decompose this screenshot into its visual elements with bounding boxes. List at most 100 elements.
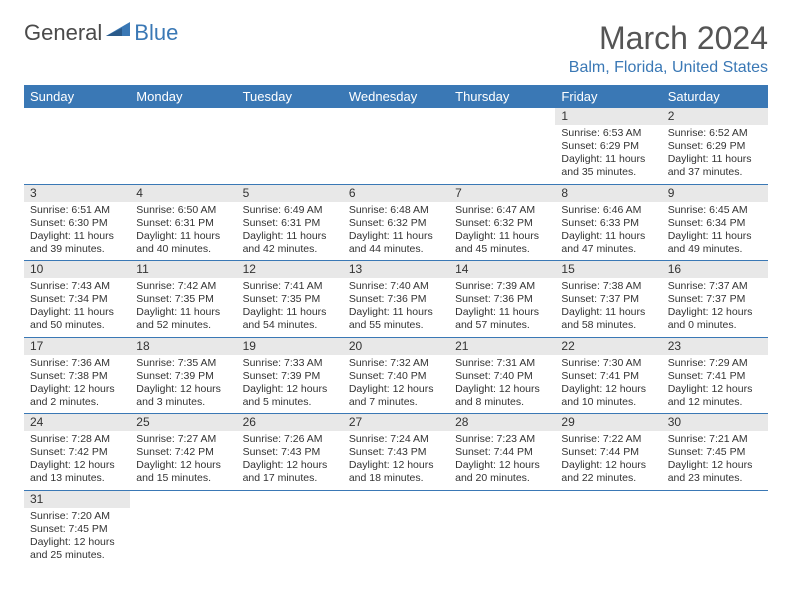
sunset-line: Sunset: 7:36 PM [455,293,549,306]
sunset-line: Sunset: 7:43 PM [349,446,443,459]
weekday-header: Thursday [449,85,555,108]
calendar-cell: 17Sunrise: 7:36 AMSunset: 7:38 PMDayligh… [24,337,130,414]
daylight-line: Daylight: 12 hours and 2 minutes. [30,383,124,409]
day-body: Sunrise: 6:51 AMSunset: 6:30 PMDaylight:… [24,202,130,261]
day-body: Sunrise: 7:22 AMSunset: 7:44 PMDaylight:… [555,431,661,490]
calendar-body: 1Sunrise: 6:53 AMSunset: 6:29 PMDaylight… [24,108,768,566]
calendar-cell: 24Sunrise: 7:28 AMSunset: 7:42 PMDayligh… [24,414,130,491]
day-body: Sunrise: 7:32 AMSunset: 7:40 PMDaylight:… [343,355,449,414]
sunset-line: Sunset: 6:33 PM [561,217,655,230]
day-number: 11 [130,261,236,278]
day-body: Sunrise: 7:41 AMSunset: 7:35 PMDaylight:… [237,278,343,337]
daylight-line: Daylight: 11 hours and 49 minutes. [668,230,762,256]
day-body: Sunrise: 7:37 AMSunset: 7:37 PMDaylight:… [662,278,768,337]
sunset-line: Sunset: 7:36 PM [349,293,443,306]
day-body: Sunrise: 7:42 AMSunset: 7:35 PMDaylight:… [130,278,236,337]
day-body: Sunrise: 6:46 AMSunset: 6:33 PMDaylight:… [555,202,661,261]
sunset-line: Sunset: 7:41 PM [668,370,762,383]
calendar-cell [343,490,449,566]
sunset-line: Sunset: 7:34 PM [30,293,124,306]
daylight-line: Daylight: 11 hours and 57 minutes. [455,306,549,332]
calendar-cell [662,490,768,566]
day-body: Sunrise: 7:30 AMSunset: 7:41 PMDaylight:… [555,355,661,414]
sunrise-line: Sunrise: 7:27 AM [136,433,230,446]
sunrise-line: Sunrise: 7:22 AM [561,433,655,446]
daylight-line: Daylight: 11 hours and 37 minutes. [668,153,762,179]
sunrise-line: Sunrise: 7:24 AM [349,433,443,446]
calendar-cell: 26Sunrise: 7:26 AMSunset: 7:43 PMDayligh… [237,414,343,491]
daylight-line: Daylight: 12 hours and 20 minutes. [455,459,549,485]
calendar-cell: 7Sunrise: 6:47 AMSunset: 6:32 PMDaylight… [449,184,555,261]
logo-flag-icon [106,20,132,46]
sunset-line: Sunset: 6:30 PM [30,217,124,230]
sunrise-line: Sunrise: 7:38 AM [561,280,655,293]
day-number: 27 [343,414,449,431]
sunset-line: Sunset: 7:35 PM [243,293,337,306]
sunrise-line: Sunrise: 7:35 AM [136,357,230,370]
sunrise-line: Sunrise: 7:20 AM [30,510,124,523]
sunrise-line: Sunrise: 7:41 AM [243,280,337,293]
daylight-line: Daylight: 11 hours and 35 minutes. [561,153,655,179]
day-body: Sunrise: 6:52 AMSunset: 6:29 PMDaylight:… [662,125,768,184]
sunset-line: Sunset: 6:34 PM [668,217,762,230]
header: General Blue March 2024 Balm, Florida, U… [24,20,768,77]
sunrise-line: Sunrise: 7:37 AM [668,280,762,293]
sunset-line: Sunset: 7:41 PM [561,370,655,383]
day-number: 20 [343,338,449,355]
sunset-line: Sunset: 7:40 PM [349,370,443,383]
sunset-line: Sunset: 6:29 PM [668,140,762,153]
daylight-line: Daylight: 12 hours and 23 minutes. [668,459,762,485]
sunset-line: Sunset: 7:37 PM [561,293,655,306]
day-number: 8 [555,185,661,202]
calendar-cell: 19Sunrise: 7:33 AMSunset: 7:39 PMDayligh… [237,337,343,414]
sunrise-line: Sunrise: 7:21 AM [668,433,762,446]
calendar-cell [130,490,236,566]
day-body: Sunrise: 7:20 AMSunset: 7:45 PMDaylight:… [24,508,130,567]
sunset-line: Sunset: 6:32 PM [349,217,443,230]
day-body: Sunrise: 7:36 AMSunset: 7:38 PMDaylight:… [24,355,130,414]
daylight-line: Daylight: 11 hours and 42 minutes. [243,230,337,256]
daylight-line: Daylight: 11 hours and 47 minutes. [561,230,655,256]
weekday-header: Monday [130,85,236,108]
daylight-line: Daylight: 12 hours and 22 minutes. [561,459,655,485]
calendar-cell: 3Sunrise: 6:51 AMSunset: 6:30 PMDaylight… [24,184,130,261]
day-body: Sunrise: 7:29 AMSunset: 7:41 PMDaylight:… [662,355,768,414]
day-body: Sunrise: 7:40 AMSunset: 7:36 PMDaylight:… [343,278,449,337]
calendar-cell [237,108,343,184]
daylight-line: Daylight: 12 hours and 8 minutes. [455,383,549,409]
daylight-line: Daylight: 12 hours and 3 minutes. [136,383,230,409]
location-text: Balm, Florida, United States [569,59,768,77]
sunrise-line: Sunrise: 6:48 AM [349,204,443,217]
calendar-cell: 27Sunrise: 7:24 AMSunset: 7:43 PMDayligh… [343,414,449,491]
weekday-header: Saturday [662,85,768,108]
daylight-line: Daylight: 12 hours and 25 minutes. [30,536,124,562]
sunset-line: Sunset: 7:39 PM [243,370,337,383]
sunrise-line: Sunrise: 7:32 AM [349,357,443,370]
day-number: 25 [130,414,236,431]
day-body: Sunrise: 7:33 AMSunset: 7:39 PMDaylight:… [237,355,343,414]
calendar-cell: 5Sunrise: 6:49 AMSunset: 6:31 PMDaylight… [237,184,343,261]
calendar-cell [130,108,236,184]
sunrise-line: Sunrise: 6:51 AM [30,204,124,217]
daylight-line: Daylight: 12 hours and 17 minutes. [243,459,337,485]
calendar-cell: 23Sunrise: 7:29 AMSunset: 7:41 PMDayligh… [662,337,768,414]
calendar-cell: 15Sunrise: 7:38 AMSunset: 7:37 PMDayligh… [555,261,661,338]
calendar-cell: 18Sunrise: 7:35 AMSunset: 7:39 PMDayligh… [130,337,236,414]
page-title: March 2024 [569,20,768,57]
day-number: 10 [24,261,130,278]
day-body: Sunrise: 6:49 AMSunset: 6:31 PMDaylight:… [237,202,343,261]
sunrise-line: Sunrise: 6:53 AM [561,127,655,140]
day-number: 23 [662,338,768,355]
day-body: Sunrise: 7:35 AMSunset: 7:39 PMDaylight:… [130,355,236,414]
sunrise-line: Sunrise: 7:43 AM [30,280,124,293]
day-number: 2 [662,108,768,125]
sunset-line: Sunset: 7:44 PM [455,446,549,459]
day-body: Sunrise: 7:27 AMSunset: 7:42 PMDaylight:… [130,431,236,490]
day-body: Sunrise: 6:53 AMSunset: 6:29 PMDaylight:… [555,125,661,184]
day-body: Sunrise: 7:26 AMSunset: 7:43 PMDaylight:… [237,431,343,490]
sunrise-line: Sunrise: 6:45 AM [668,204,762,217]
sunrise-line: Sunrise: 7:40 AM [349,280,443,293]
day-number: 14 [449,261,555,278]
weekday-header: Tuesday [237,85,343,108]
calendar-cell: 4Sunrise: 6:50 AMSunset: 6:31 PMDaylight… [130,184,236,261]
